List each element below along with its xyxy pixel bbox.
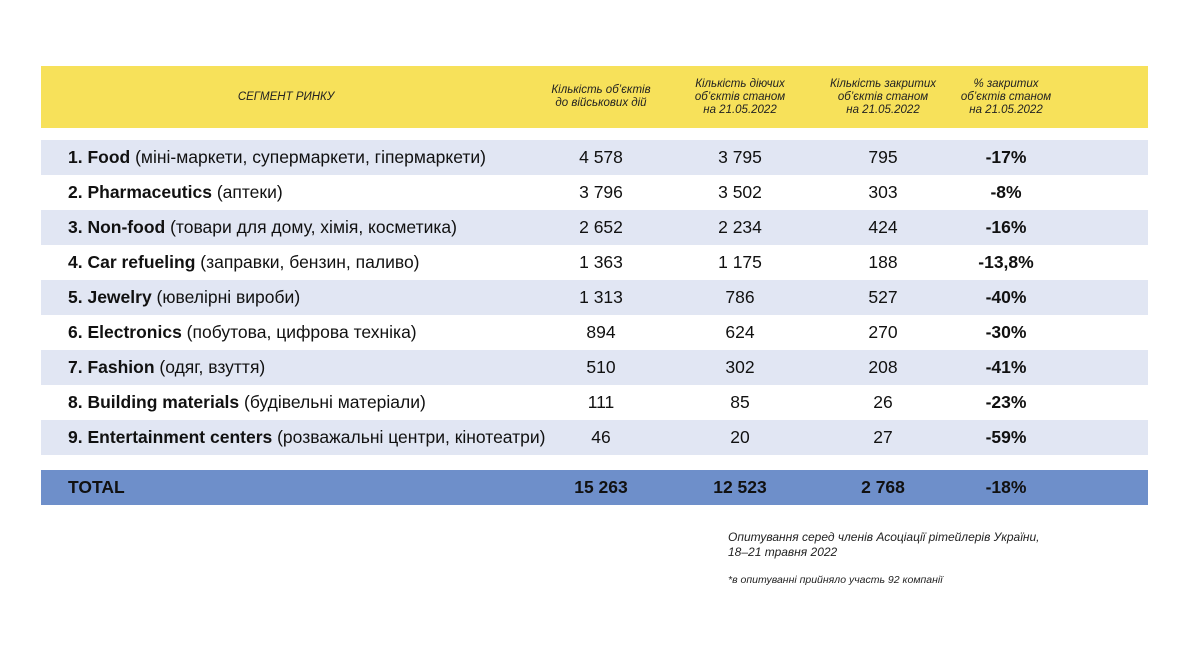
before-cell: 3 796	[579, 182, 623, 202]
pct-cell: -41%	[985, 357, 1027, 377]
working-cell: 624	[725, 322, 755, 342]
segment-cell: 8. Building materials (будівельні матері…	[68, 392, 426, 412]
retail-segments-table: СЕГМЕНТ РИНКУ Кількість об’єктів до війс…	[41, 66, 1148, 505]
closed-cell: 208	[868, 357, 898, 377]
before-cell: 1 363	[579, 252, 623, 272]
closed-cell: 795	[868, 147, 898, 167]
working-cell: 2 234	[718, 217, 762, 237]
header-working: Кількість діючих об’єктів станом на 21.0…	[694, 77, 786, 116]
pct-cell: -30%	[985, 322, 1027, 342]
segment-cell: 1. Food (міні-маркети, супермаркети, гіп…	[68, 147, 487, 167]
before-cell: 2 652	[579, 217, 623, 237]
working-cell: 302	[725, 357, 755, 377]
pct-cell: -17%	[985, 147, 1027, 167]
table-row: 9. Entertainment centers (розважальні це…	[41, 420, 1148, 455]
total-before: 15 263	[574, 477, 628, 497]
pct-cell: -40%	[985, 287, 1027, 307]
table-row: 3. Non-food (товари для дому, хімія, кос…	[41, 210, 1148, 245]
segment-cell: 9. Entertainment centers (розважальні це…	[68, 427, 546, 447]
working-cell: 3 795	[718, 147, 762, 167]
segment-cell: 6. Electronics (побутова, цифрова технік…	[68, 322, 417, 342]
segment-cell: 5. Jewelry (ювелірні вироби)	[68, 287, 301, 307]
closed-cell: 188	[868, 252, 898, 272]
segment-cell: 3. Non-food (товари для дому, хімія, кос…	[68, 217, 457, 237]
segment-cell: 7. Fashion (одяг, взуття)	[68, 357, 266, 377]
header-segment: СЕГМЕНТ РИНКУ	[237, 90, 335, 103]
closed-cell: 270	[868, 322, 898, 342]
total-row: TOTAL 15 263 12 523 2 768 -18%	[41, 470, 1148, 505]
header-closed: Кількість закритих об’єктів станом на 21…	[830, 77, 936, 116]
working-cell: 85	[730, 392, 750, 412]
before-cell: 894	[586, 322, 616, 342]
pct-cell: -13,8%	[978, 252, 1034, 272]
before-cell: 4 578	[579, 147, 623, 167]
total-closed: 2 768	[861, 477, 905, 497]
table-row: 2. Pharmaceutics (аптеки) 3 796 3 502 30…	[41, 175, 1148, 210]
closed-cell: 527	[868, 287, 898, 307]
closed-cell: 424	[868, 217, 898, 237]
table-row: 5. Jewelry (ювелірні вироби) 1 313 786 5…	[41, 280, 1148, 315]
pct-cell: -23%	[985, 392, 1027, 412]
closed-cell: 27	[873, 427, 893, 447]
before-cell: 111	[587, 392, 615, 412]
header-pct-closed: % закритих об’єктів станом на 21.05.2022	[960, 77, 1052, 116]
working-cell: 1 175	[718, 252, 762, 272]
table-row: 8. Building materials (будівельні матері…	[41, 385, 1148, 420]
pct-cell: -16%	[985, 217, 1027, 237]
segment-cell: 4. Car refueling (заправки, бензин, пали…	[68, 252, 420, 272]
table-row: 7. Fashion (одяг, взуття) 510 302 208 -4…	[41, 350, 1148, 385]
before-cell: 510	[586, 357, 616, 377]
working-cell: 3 502	[718, 182, 762, 202]
participants-note: *в опитуванні прийняло участь 92 компані…	[728, 574, 943, 586]
pct-cell: -59%	[985, 427, 1027, 447]
working-cell: 20	[730, 427, 750, 447]
survey-note: Опитування серед членів Асоціації рітейл…	[728, 530, 1040, 559]
pct-cell: -8%	[990, 182, 1022, 202]
before-cell: 46	[591, 427, 611, 447]
table-body: 1. Food (міні-маркети, супермаркети, гіп…	[41, 140, 1148, 455]
total-label: TOTAL	[68, 477, 125, 497]
header-before-war: Кількість об’єктів до військових дій	[551, 84, 651, 109]
closed-cell: 303	[868, 182, 898, 202]
before-cell: 1 313	[579, 287, 623, 307]
total-pct: -18%	[985, 477, 1027, 497]
total-working: 12 523	[713, 477, 767, 497]
working-cell: 786	[725, 287, 755, 307]
closed-cell: 26	[873, 392, 893, 412]
table-row: 4. Car refueling (заправки, бензин, пали…	[41, 245, 1148, 280]
table-row: 6. Electronics (побутова, цифрова технік…	[41, 315, 1148, 350]
table-header: СЕГМЕНТ РИНКУ Кількість об’єктів до війс…	[41, 66, 1148, 128]
segment-cell: 2. Pharmaceutics (аптеки)	[68, 182, 283, 202]
table-row: 1. Food (міні-маркети, супермаркети, гіп…	[41, 140, 1148, 175]
